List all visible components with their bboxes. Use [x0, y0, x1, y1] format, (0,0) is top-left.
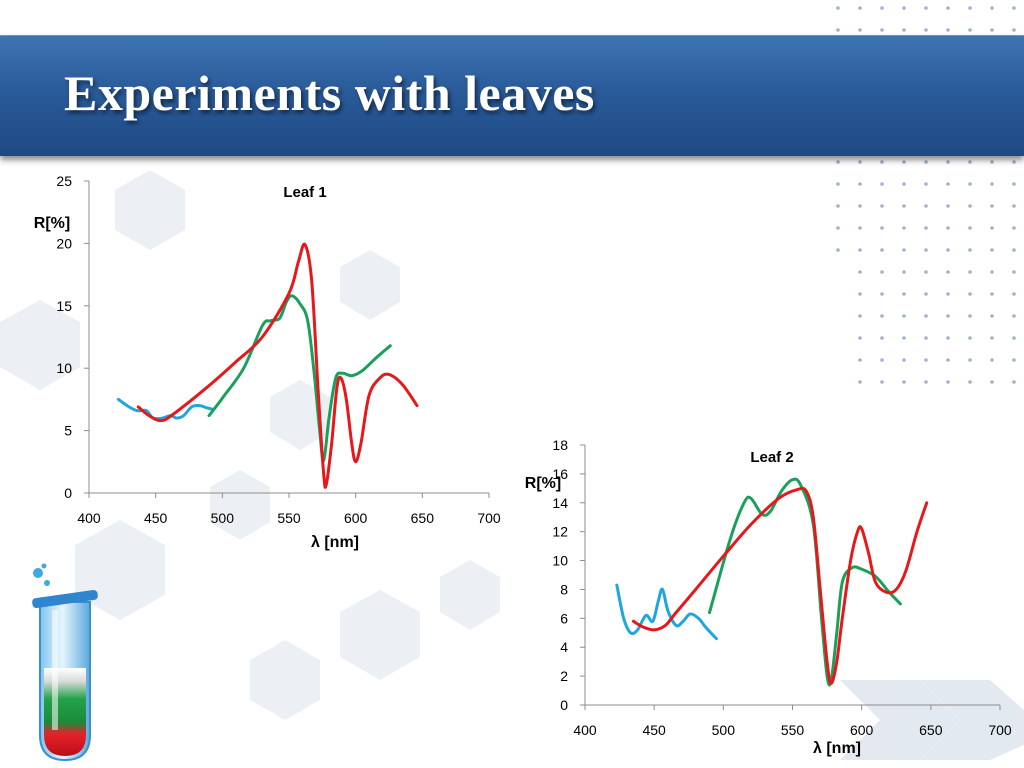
leaf2-series-line-red — [631, 486, 929, 685]
slide-title: Experiments with leaves — [64, 65, 595, 121]
leaf2-y-tick-label: 0 — [560, 697, 568, 713]
leaf2-x-tick-label: 600 — [850, 722, 874, 738]
leaf2-x-tick-label: 650 — [919, 722, 943, 738]
leaf2-series-line-green — [708, 477, 902, 687]
leaf2-y-tick-label: 10 — [552, 553, 568, 569]
leaf2-y-tick-label: 18 — [552, 437, 568, 453]
leaf2-x-tick-label: 450 — [642, 722, 666, 738]
leaf1-x-tick-label: 650 — [411, 510, 435, 526]
bubble-icon — [41, 563, 47, 569]
leaf1-x-axis-label: λ [nm] — [311, 534, 359, 551]
leaf1-chart-title: Leaf 1 — [283, 184, 326, 201]
leaf1-y-tick-label: 20 — [56, 235, 72, 251]
leaf1-y-tick-label: 15 — [56, 298, 72, 314]
leaf1-x-tick-label: 600 — [344, 510, 368, 526]
leaf2-x-tick-label: 500 — [712, 722, 736, 738]
leaf1-y-tick-label: 5 — [64, 423, 72, 439]
leaf2-x-tick-label: 400 — [573, 722, 597, 738]
leaf2-x-tick-label: 700 — [988, 722, 1012, 738]
dot-grid-pattern — [836, 6, 1016, 384]
leaf2-y-axis-label: R[%] — [525, 475, 561, 492]
leaf2-series-line-blue — [615, 583, 718, 641]
test-tube-illustration — [32, 563, 98, 762]
leaf2-series — [615, 477, 929, 687]
leaf2-chart-title: Leaf 2 — [750, 449, 793, 466]
leaf1-y-axis-label: R[%] — [34, 215, 70, 232]
leaf1-x-tick-label: 700 — [477, 510, 501, 526]
leaf1-series-line-green — [207, 294, 392, 463]
leaf1-y-tick-label: 25 — [56, 173, 72, 189]
leaf2-axes: 0 2 4 6 8 10 12 14 16 18 400 450 500 550 600 650 700 — [552, 437, 1011, 738]
leaf1-y-tick-label: 0 — [64, 485, 72, 501]
bubble-icon — [44, 580, 50, 586]
title-bar — [0, 35, 1024, 156]
leaf2-y-tick-label: 8 — [560, 581, 568, 597]
leaf1-series-line-red — [136, 242, 419, 489]
leaf2-y-tick-label: 14 — [552, 495, 568, 511]
leaf2-y-tick-label: 16 — [552, 466, 568, 482]
leaf2-y-tick-label: 4 — [560, 639, 568, 655]
leaf2-y-tick-label: 12 — [552, 524, 568, 540]
leaf2-x-tick-label: 550 — [781, 722, 805, 738]
leaf2-y-tick-label: 6 — [560, 610, 568, 626]
leaf1-y-tick-label: 10 — [56, 360, 72, 376]
leaf2-y-tick-label: 2 — [560, 668, 568, 684]
leaf1-x-tick-label: 400 — [77, 510, 101, 526]
leaf1-series — [116, 242, 419, 489]
leaf1-x-tick-label: 550 — [277, 510, 301, 526]
leaf1-x-tick-label: 450 — [144, 510, 168, 526]
leaf2-x-axis-label: λ [nm] — [813, 740, 861, 757]
bubble-icon — [33, 568, 43, 578]
leaf1-axes: 0 5 10 15 20 25 400 450 500 550 600 650 700 — [56, 173, 500, 526]
leaf1-x-tick-label: 500 — [211, 510, 235, 526]
chevron-stripes — [840, 680, 1024, 760]
